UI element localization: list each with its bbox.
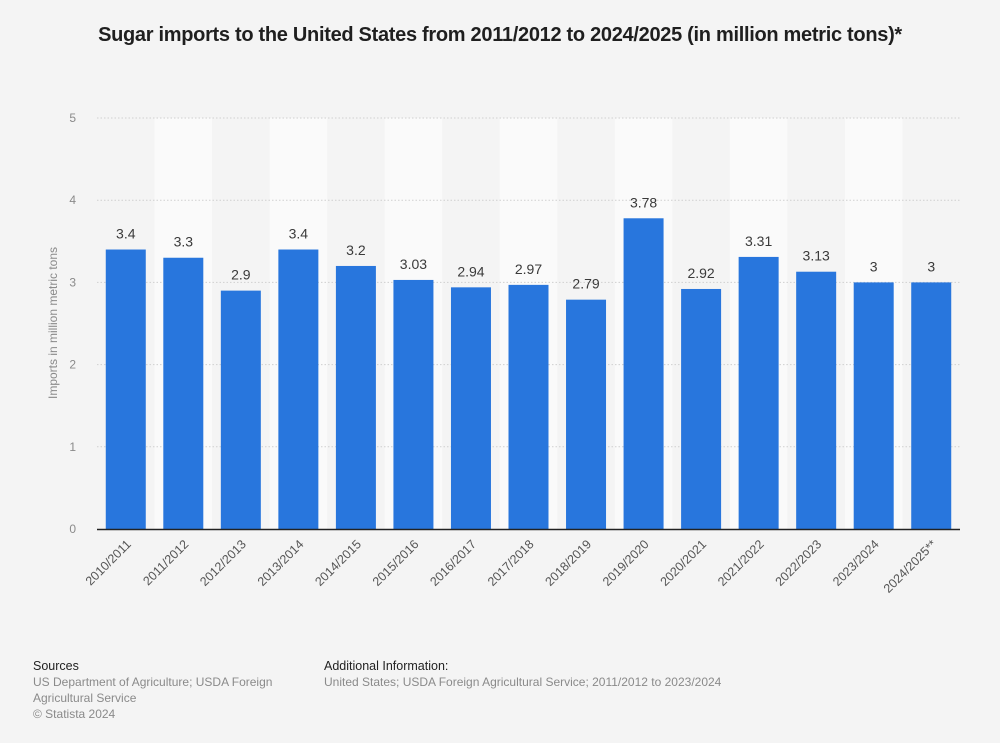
data-label: 3.3: [174, 234, 194, 250]
x-tick-label: 2011/2012: [140, 537, 191, 588]
bar[interactable]: [681, 288, 722, 529]
bar[interactable]: [853, 282, 894, 529]
data-label: 3.2: [346, 242, 366, 258]
copyright: © Statista 2024: [33, 707, 116, 721]
y-tick-label: 4: [69, 193, 76, 207]
x-tick-label: 2019/2020: [600, 537, 652, 589]
y-axis-ticks: 0 1 2 3 4 5: [69, 111, 76, 536]
bar-chart: 0 1 2 3 4 5 Imports in million metric tons 3.…: [46, 111, 960, 596]
x-tick-label: 2022/2023: [773, 537, 825, 589]
additional-info-heading: Additional Information:: [324, 659, 449, 673]
sources-heading: Sources: [33, 659, 79, 673]
bar[interactable]: [623, 218, 664, 529]
data-label: 3: [927, 258, 935, 274]
x-tick-label: 2020/2021: [658, 537, 710, 589]
data-labels: 3.4 3.3 2.9 3.4 3.2 3.03 2.94 2.97 2.79 3.78 2.92 3…: [116, 194, 935, 291]
bar[interactable]: [220, 290, 261, 529]
x-tick-label: 2010/2011: [83, 537, 134, 588]
y-tick-label: 0: [69, 522, 76, 536]
bar[interactable]: [450, 287, 491, 529]
data-label: 2.79: [572, 276, 599, 292]
data-label: 3.31: [745, 233, 772, 249]
bar[interactable]: [566, 299, 607, 529]
data-label: 3.4: [116, 226, 136, 242]
y-tick-label: 5: [69, 111, 76, 125]
bar[interactable]: [738, 256, 779, 529]
data-label: 3.03: [400, 256, 427, 272]
bar[interactable]: [911, 282, 952, 529]
y-tick-label: 2: [69, 358, 76, 372]
additional-info-block: Additional Information: United States; U…: [324, 658, 924, 690]
x-tick-label: 2023/2024: [830, 537, 882, 589]
bar[interactable]: [335, 265, 376, 529]
bar[interactable]: [105, 249, 146, 529]
data-label: 2.9: [231, 267, 251, 283]
x-tick-label: 2021/2022: [715, 537, 767, 589]
x-axis-ticks: 2010/2011 2011/2012 2012/2013 2013/2014 2014…: [83, 537, 940, 596]
sources-text-line1[interactable]: US Department of Agriculture; USDA Forei…: [33, 675, 273, 689]
bar[interactable]: [163, 257, 204, 529]
x-tick-label: 2018/2019: [542, 537, 594, 589]
x-tick-label: 2024/2025**: [881, 537, 940, 596]
bars: [105, 218, 952, 529]
data-label: 3.13: [803, 248, 830, 264]
x-tick-label: 2016/2017: [427, 537, 479, 589]
bar[interactable]: [508, 284, 549, 529]
bar[interactable]: [796, 271, 837, 529]
y-axis-label: Imports in million metric tons: [46, 247, 60, 399]
sources-text-line2[interactable]: Agricultural Service: [33, 691, 137, 705]
data-label: 2.92: [687, 265, 714, 281]
sources-block: Sources US Department of Agriculture; US…: [33, 658, 303, 722]
data-label: 3.78: [630, 194, 657, 210]
y-tick-label: 1: [69, 440, 76, 454]
x-tick-label: 2012/2013: [197, 537, 249, 589]
y-tick-label: 3: [69, 275, 76, 289]
bar[interactable]: [278, 249, 319, 529]
chart-title: Sugar imports to the United States from …: [98, 24, 902, 46]
data-label: 3: [870, 258, 878, 274]
data-label: 3.4: [289, 226, 309, 242]
x-tick-label: 2017/2018: [485, 537, 537, 589]
data-label: 2.94: [457, 263, 484, 279]
x-tick-label: 2015/2016: [370, 537, 422, 589]
additional-info-text: United States; USDA Foreign Agricultural…: [324, 675, 722, 689]
x-tick-label: 2014/2015: [312, 537, 364, 589]
bar[interactable]: [393, 279, 434, 529]
data-label: 2.97: [515, 261, 542, 277]
x-tick-label: 2013/2014: [255, 537, 307, 589]
